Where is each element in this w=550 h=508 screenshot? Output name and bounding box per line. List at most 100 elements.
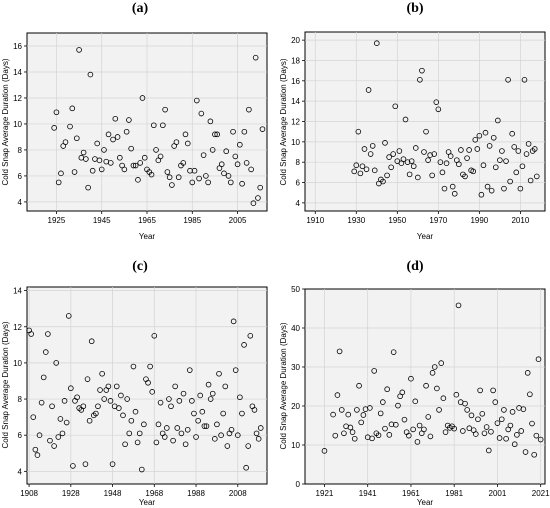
data-point-b xyxy=(533,173,540,180)
data-point-c xyxy=(214,421,220,428)
data-point-c xyxy=(97,387,103,393)
data-point-d xyxy=(533,432,540,439)
data-point-a xyxy=(85,184,91,191)
data-point-c xyxy=(186,367,193,373)
data-point-d xyxy=(375,432,382,439)
x-tick-label-a: 1945 xyxy=(93,216,111,225)
data-point-c xyxy=(166,396,172,402)
data-point-c xyxy=(232,367,239,373)
data-point-c xyxy=(65,313,72,319)
data-point-c xyxy=(212,436,218,442)
data-point-c xyxy=(205,381,212,388)
y-tick-label-b: 20 xyxy=(291,36,300,45)
data-point-d xyxy=(524,370,531,376)
data-point-b xyxy=(382,140,388,146)
panel-a: (a) 4 6 8 10 12 14 16 1925 1945 1965 1985 2005 Year… xyxy=(1,1,268,241)
data-point-b xyxy=(488,187,495,194)
data-point-c xyxy=(49,403,55,410)
data-point-d xyxy=(345,411,352,418)
x-tick-label-a: 2005 xyxy=(229,216,247,225)
data-point-d xyxy=(349,429,356,435)
data-point-a xyxy=(257,184,264,191)
data-point-d xyxy=(483,424,490,430)
data-point-b xyxy=(456,161,462,168)
data-point-a xyxy=(51,125,57,131)
data-point-b xyxy=(419,67,425,74)
data-point-a xyxy=(76,47,82,53)
data-point-a xyxy=(255,195,261,201)
ticks-b: 4 6 8 10 12 14 16 18 20 1910 1930 1950 1970 1990 2010 xyxy=(291,36,530,225)
data-point-d xyxy=(514,432,520,438)
data-point-c xyxy=(61,398,68,404)
ticks-c: 4 6 8 10 12 14 1908 1928 1948 1968 1988 2008 xyxy=(13,287,247,498)
data-point-a xyxy=(123,128,130,135)
data-point-a xyxy=(169,182,175,188)
data-point-c xyxy=(145,379,151,386)
data-point-d xyxy=(341,430,347,437)
data-point-b xyxy=(521,77,528,83)
data-point-d xyxy=(464,407,470,413)
y-tick-label-c: 6 xyxy=(18,431,23,440)
data-point-c xyxy=(138,466,145,473)
data-point-b xyxy=(441,185,448,192)
data-point-c xyxy=(220,410,226,417)
data-point-a xyxy=(101,147,107,153)
data-point-a xyxy=(198,110,205,117)
data-point-b xyxy=(486,143,493,149)
data-point-a xyxy=(250,200,257,207)
data-point-d xyxy=(371,368,377,374)
data-point-b xyxy=(484,183,491,190)
data-point-b xyxy=(431,151,438,157)
data-point-c xyxy=(70,463,76,469)
data-point-c xyxy=(101,396,108,402)
data-point-a xyxy=(132,162,139,169)
data-point-d xyxy=(367,405,373,411)
data-point-b xyxy=(367,151,374,157)
data-point-b xyxy=(507,178,513,185)
points-a xyxy=(51,47,266,207)
y-tick-label-a: 10 xyxy=(13,120,22,129)
data-point-b xyxy=(363,166,370,173)
y-tick-label-c: 4 xyxy=(18,467,23,476)
data-point-c xyxy=(93,410,99,417)
data-point-a xyxy=(239,180,245,187)
data-point-a xyxy=(141,154,148,161)
data-point-c xyxy=(203,423,210,429)
data-point-a xyxy=(157,153,164,160)
data-point-b xyxy=(355,128,362,135)
data-point-d xyxy=(527,391,533,398)
data-point-c xyxy=(209,390,216,397)
y-tick-label-a: 16 xyxy=(13,42,22,51)
data-point-c xyxy=(126,430,133,437)
data-point-b xyxy=(417,77,423,83)
data-point-a xyxy=(121,166,128,173)
data-point-a xyxy=(212,131,218,138)
data-point-a xyxy=(162,106,168,113)
data-point-a xyxy=(225,173,232,179)
data-point-b xyxy=(495,117,501,124)
data-point-a xyxy=(246,106,252,113)
data-point-b xyxy=(439,169,446,176)
data-point-a xyxy=(139,95,146,101)
data-point-a xyxy=(83,156,89,162)
data-point-c xyxy=(28,331,34,337)
data-point-b xyxy=(371,167,378,174)
data-point-b xyxy=(425,157,431,163)
data-point-c xyxy=(195,417,201,424)
data-point-b xyxy=(443,160,450,166)
data-point-b xyxy=(386,154,392,160)
data-point-c xyxy=(257,425,264,431)
data-point-b xyxy=(396,148,403,154)
data-point-c xyxy=(228,426,235,433)
data-point-b xyxy=(497,157,503,163)
data-point-d xyxy=(520,406,527,412)
data-point-d xyxy=(511,441,518,448)
data-point-a xyxy=(243,160,250,166)
data-point-b xyxy=(478,191,485,198)
x-tick-label-b: 1930 xyxy=(347,216,365,225)
data-point-a xyxy=(160,122,166,129)
data-point-d xyxy=(518,428,525,434)
data-point-a xyxy=(69,105,76,112)
data-point-d xyxy=(453,391,460,398)
data-point-c xyxy=(30,414,37,420)
